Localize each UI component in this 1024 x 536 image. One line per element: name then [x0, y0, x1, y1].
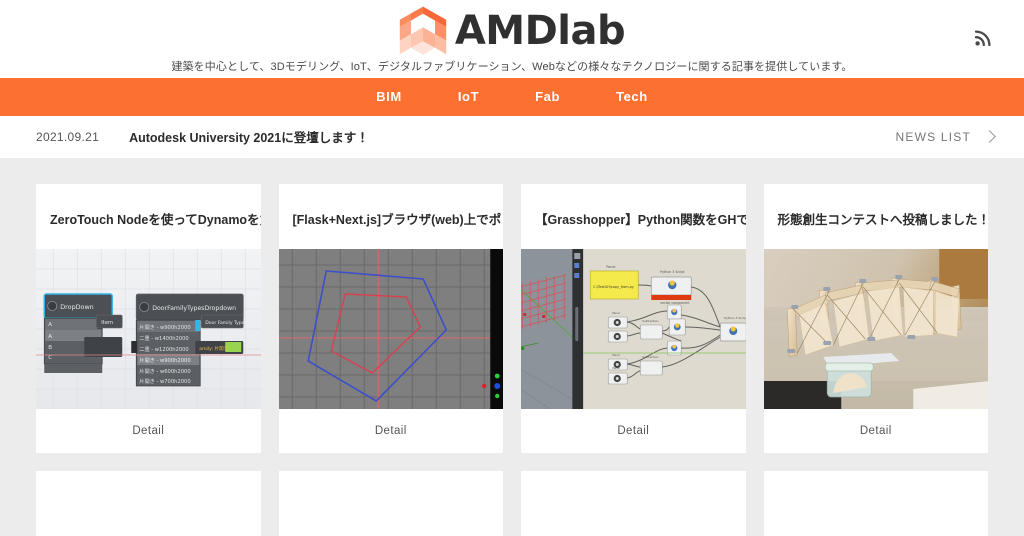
post-card[interactable]: ZeroTouch Nodeを使ってDynamoを力 [36, 184, 261, 453]
svg-text:二重 - w1200h2000: 二重 - w1200h2000 [139, 345, 188, 353]
post-card-title [36, 481, 261, 525]
nav-link-iot[interactable]: IoT [457, 89, 480, 104]
svg-text:C: C [48, 355, 52, 361]
nav-item-fab[interactable]: Fab [507, 78, 588, 116]
nav-link-bim[interactable]: BIM [376, 89, 402, 104]
post-card-title: ZeroTouch Nodeを使ってDynamoを力 [50, 213, 261, 228]
svg-text:Item: Item [101, 320, 113, 326]
svg-text:Python 3 Script: Python 3 Script [660, 270, 685, 274]
svg-text:Subtraction: Subtraction [642, 355, 658, 359]
svg-text:Panel: Panel [612, 311, 620, 315]
post-card-thumbnail[interactable] [763, 248, 988, 409]
post-card[interactable] [521, 470, 746, 536]
site-header: AMDlab 建築を中心として、3Dモデリング、IoT、デジタルファブリケーショ… [0, 0, 1024, 78]
svg-text:Subtraction: Subtraction [642, 319, 658, 323]
svg-text:Panel: Panel [612, 353, 620, 357]
post-card-detail-label: Detail [859, 424, 892, 437]
post-card[interactable] [278, 470, 504, 536]
post-card-title [279, 481, 504, 525]
svg-text:A: A [48, 334, 52, 340]
post-card-thumbnail[interactable]: C:\TestGH\copy_from.py Panel Python 3 Sc… [521, 248, 746, 409]
post-card-title [764, 481, 989, 525]
chevron-right-icon [983, 130, 996, 143]
post-card[interactable]: 【Grasshopper】Python関数をGHで [521, 184, 746, 453]
nav-item-iot[interactable]: IoT [430, 78, 507, 116]
post-card-thumbnail[interactable] [278, 248, 503, 409]
svg-text:片開き - w900h2000: 片開き - w900h2000 [139, 356, 190, 364]
post-card-detail-label: Detail [617, 424, 650, 437]
svg-text:C:\TestGH\copy_from.py: C:\TestGH\copy_from.py [593, 285, 634, 289]
post-card[interactable]: 形態創生コンテストへ投稿しました！ [763, 184, 989, 453]
svg-text:片開き - w900h2000: 片開き - w900h2000 [139, 323, 190, 331]
news-date: 2021.09.21 [36, 129, 100, 144]
site-logo-text: AMDlab [454, 8, 626, 54]
site-logo-link[interactable]: AMDlab [399, 6, 626, 56]
post-card-detail-link[interactable]: Detail [521, 409, 746, 453]
post-card[interactable] [763, 470, 989, 536]
global-nav-list: BIM IoT Fab Tech [348, 78, 676, 116]
post-card-title [521, 481, 746, 525]
svg-text:DropDown: DropDown [60, 303, 93, 311]
post-card-title: 形態創生コンテストへ投稿しました！ [777, 213, 989, 228]
post-card-thumbnail[interactable]: DropDown A A B C D Item [36, 248, 261, 409]
svg-text:amily: 片開き: amily: 片開き [199, 345, 228, 352]
global-nav: BIM IoT Fab Tech [0, 78, 1024, 116]
news-bar: 2021.09.21 Autodesk University 2021に登壇しま… [0, 116, 1024, 158]
svg-text:二重 - w1400h2000: 二重 - w1400h2000 [139, 334, 188, 342]
site-tagline: 建築を中心として、3Dモデリング、IoT、デジタルファブリケーション、Webなど… [171, 61, 853, 73]
post-card-detail-link[interactable]: Detail [279, 409, 504, 453]
svg-text:DoorFamilyTypesDropdown: DoorFamilyTypesDropdown [152, 305, 236, 312]
post-card-detail-label: Detail [374, 424, 407, 437]
svg-text:Door Family Types: Door Family Types [205, 320, 247, 326]
nav-link-fab[interactable]: Fab [535, 89, 561, 104]
brand-row: AMDlab [0, 0, 1024, 60]
post-card-detail-link[interactable]: Detail [36, 409, 261, 453]
nav-item-tech[interactable]: Tech [588, 78, 676, 116]
news-list-label: NEWS LIST [895, 129, 971, 144]
svg-text:Panel: Panel [612, 366, 620, 370]
news-list-link[interactable]: NEWS LIST [895, 129, 996, 144]
post-card-title: [Flask+Next.js]ブラウザ(web)上でポリ [292, 213, 504, 228]
news-headline-link[interactable]: Autodesk University 2021に登壇します！ [129, 131, 369, 145]
post-card-detail-label: Detail [132, 424, 165, 437]
amdlab-cube-logo-icon [399, 6, 447, 56]
rss-feed-icon[interactable] [974, 27, 994, 47]
post-card-grid: ZeroTouch Nodeを使ってDynamoを力 [36, 184, 988, 536]
post-card-detail-link[interactable]: Detail [764, 409, 989, 453]
svg-text:B: B [48, 345, 52, 351]
svg-text:vector component: vector component [660, 301, 690, 305]
svg-text:Panel: Panel [606, 265, 615, 269]
nav-link-tech[interactable]: Tech [616, 89, 648, 104]
svg-text:A: A [48, 322, 52, 328]
post-card-area: ZeroTouch Nodeを使ってDynamoを力 [0, 158, 1024, 536]
post-card-title: 【Grasshopper】Python関数をGHで [535, 213, 746, 228]
post-card[interactable] [36, 470, 261, 536]
post-card[interactable]: [Flask+Next.js]ブラウザ(web)上でポリ [278, 184, 504, 453]
svg-text:片開き - w600h2000: 片開き - w600h2000 [139, 367, 190, 375]
svg-text:片開き - w700h2000: 片開き - w700h2000 [139, 377, 190, 385]
svg-text:Python 3 Script: Python 3 Script [724, 316, 745, 320]
nav-item-bim[interactable]: BIM [348, 78, 430, 116]
